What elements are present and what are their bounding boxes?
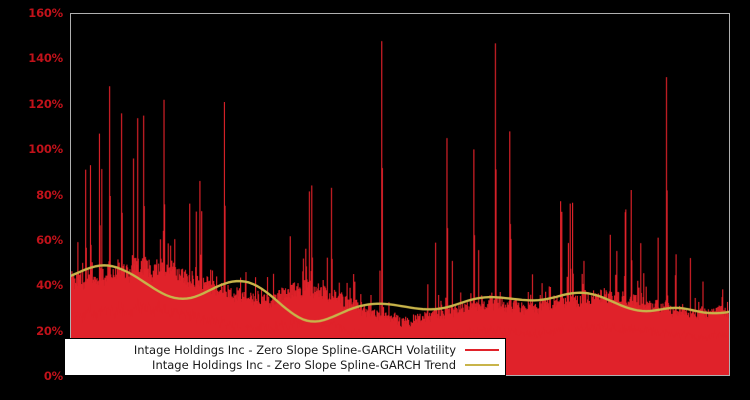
legend-swatch-trend xyxy=(465,363,499,366)
y-axis-tick-label: 60% xyxy=(36,232,63,247)
legend-swatch-volatility xyxy=(465,348,499,351)
y-axis-tick-label: 80% xyxy=(36,187,63,202)
y-axis: 160% 140% 120% 100% 80% 60% 40% 20% 0% xyxy=(0,0,70,400)
volatility-chart-canvas xyxy=(71,14,729,375)
y-axis-tick-label: 100% xyxy=(28,142,63,157)
y-axis-tick-label: 20% xyxy=(36,323,63,338)
y-axis-tick-label: 0% xyxy=(43,369,63,383)
plot-area xyxy=(70,13,730,376)
legend-entry-trend: Intage Holdings Inc - Zero Slope Spline-… xyxy=(71,357,499,372)
y-axis-tick-label: 120% xyxy=(28,96,63,111)
legend-label-trend: Intage Holdings Inc - Zero Slope Spline-… xyxy=(152,357,456,372)
legend-label-volatility: Intage Holdings Inc - Zero Slope Spline-… xyxy=(133,342,456,357)
y-axis-tick-label: 40% xyxy=(36,278,63,293)
y-axis-tick-label: 140% xyxy=(28,51,63,66)
y-axis-tick-label: 160% xyxy=(28,6,63,20)
legend-entry-volatility: Intage Holdings Inc - Zero Slope Spline-… xyxy=(71,342,499,357)
chart-legend: Intage Holdings Inc - Zero Slope Spline-… xyxy=(64,338,506,376)
